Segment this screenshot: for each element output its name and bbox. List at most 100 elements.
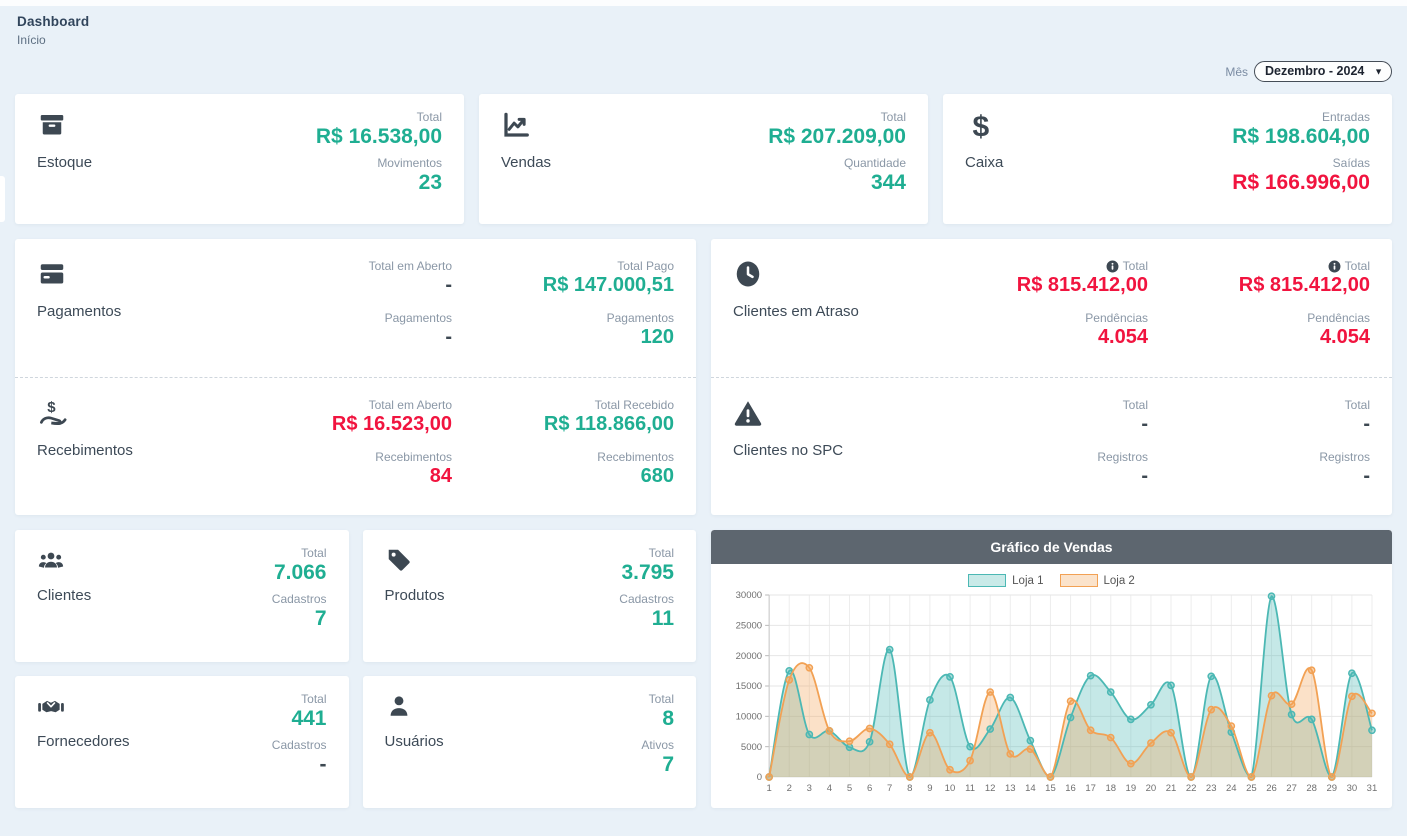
card-title: Recebimentos bbox=[37, 441, 133, 459]
card-estoque[interactable]: Estoque Total R$ 16.538,00 Movimentos 23 bbox=[15, 94, 464, 224]
section-clientes-spc: Clientes no SPC Total - Registros - Tota… bbox=[711, 376, 1392, 516]
stat-label: Total bbox=[301, 692, 327, 706]
stat-value: - bbox=[445, 326, 452, 348]
stat-value: R$ 16.523,00 bbox=[331, 412, 452, 435]
stat-value: - bbox=[1363, 464, 1370, 487]
stat-column: Total R$ 815.412,00 Pendências 4.054 bbox=[926, 259, 1148, 363]
svg-text:19: 19 bbox=[1126, 783, 1137, 794]
sales-chart-card: Gráfico de Vendas Loja 1 Loja 2 0 5000 100… bbox=[711, 530, 1392, 808]
stat: Saídas R$ 166.996,00 bbox=[1232, 156, 1370, 196]
section-pagamentos: Pagamentos Total em Aberto - Pagamentos … bbox=[15, 239, 696, 377]
card-usuarios[interactable]: Usuários Total 8 Ativos 7 bbox=[362, 676, 696, 808]
stat-value: 680 bbox=[640, 464, 674, 487]
card-title: Caixa bbox=[965, 154, 1004, 171]
stat-label: Total bbox=[648, 546, 674, 560]
svg-text:2: 2 bbox=[787, 783, 792, 794]
svg-text:3: 3 bbox=[807, 783, 812, 794]
card-fornecedores[interactable]: Fornecedores Total 441 Cadastros - bbox=[15, 676, 349, 808]
stat-value: R$ 118.866,00 bbox=[543, 412, 674, 435]
card-title: Usuários bbox=[384, 733, 444, 750]
stat-column: Total R$ 815.412,00 Pendências 4.054 bbox=[1148, 259, 1370, 363]
stat-value: 4.054 bbox=[1319, 326, 1370, 348]
legend-item-loja2[interactable]: Loja 2 bbox=[1059, 574, 1135, 587]
info-icon[interactable] bbox=[1328, 260, 1341, 273]
stat-label: Total bbox=[301, 546, 327, 560]
stat-label: Registros bbox=[1097, 449, 1148, 464]
stat-column: Total Pago R$ 147.000,51 Pagamentos 120 bbox=[452, 259, 674, 363]
stat-value: 23 bbox=[418, 171, 442, 195]
filter-row: Mês Dezembro - 2024 ▼ bbox=[15, 61, 1392, 82]
stat-label: Total bbox=[880, 110, 906, 124]
card-stats: Total R$ 207.209,00 Quantidade 344 bbox=[768, 110, 906, 208]
card-stats: Entradas R$ 198.604,00 Saídas R$ 166.996… bbox=[1232, 110, 1370, 208]
stat-value: 441 bbox=[291, 707, 327, 730]
stat-label: Ativos bbox=[641, 738, 674, 753]
legend-item-loja1[interactable]: Loja 1 bbox=[968, 574, 1044, 587]
stat: Entradas R$ 198.604,00 bbox=[1232, 110, 1370, 150]
users-icon bbox=[38, 552, 64, 568]
stat-value: - bbox=[445, 274, 452, 296]
card-identity: Clientes em Atraso bbox=[733, 259, 926, 320]
card-vendas[interactable]: Vendas Total R$ 207.209,00 Quantidade 34… bbox=[479, 94, 928, 224]
summary-row: Estoque Total R$ 16.538,00 Movimentos 23 bbox=[15, 94, 1392, 224]
stat-label: Registros bbox=[1319, 449, 1370, 464]
card-caixa[interactable]: $ Caixa Entradas R$ 198.604,00 Saídas R$… bbox=[943, 94, 1392, 224]
stat-column: Total Recebido R$ 118.866,00 Recebimento… bbox=[452, 398, 674, 502]
svg-text:13: 13 bbox=[1005, 783, 1016, 794]
sidebar-edge bbox=[0, 176, 5, 222]
card-title: Clientes em Atraso bbox=[733, 303, 859, 320]
month-select[interactable]: Dezembro - 2024 bbox=[1254, 61, 1392, 82]
svg-text:11: 11 bbox=[965, 783, 975, 794]
hand-dollar-icon: $ bbox=[40, 398, 67, 425]
chart-body: Loja 1 Loja 2 0 5000 10000 15000 20000 25000 3… bbox=[711, 564, 1392, 808]
svg-text:25: 25 bbox=[1246, 783, 1257, 794]
svg-text:17: 17 bbox=[1085, 783, 1096, 794]
stat-label: Pagamentos bbox=[606, 311, 674, 325]
svg-text:0: 0 bbox=[757, 772, 762, 783]
stat-label: Total em Aberto bbox=[368, 397, 452, 412]
svg-text:9: 9 bbox=[927, 783, 932, 794]
stat-value: 8 bbox=[662, 707, 674, 730]
svg-text:15000: 15000 bbox=[736, 681, 762, 692]
stat: Movimentos 23 bbox=[316, 156, 442, 196]
chart-title: Gráfico de Vendas bbox=[990, 539, 1113, 555]
stat-value: - bbox=[319, 753, 327, 777]
stat-value: R$ 147.000,51 bbox=[542, 274, 674, 296]
card-stats: Total 3.795 Cadastros 11 bbox=[619, 546, 674, 646]
card-produtos[interactable]: Produtos Total 3.795 Cadastros 11 bbox=[362, 530, 696, 662]
card-clientes-atraso-spc[interactable]: Clientes em Atraso Total R$ 815.412,00 P… bbox=[711, 239, 1392, 515]
warning-triangle-icon bbox=[734, 400, 762, 426]
stat-value: R$ 207.209,00 bbox=[768, 125, 906, 148]
svg-text:15: 15 bbox=[1045, 783, 1056, 794]
card-stats: Total 441 Cadastros - bbox=[272, 692, 327, 792]
svg-text:21: 21 bbox=[1166, 783, 1177, 794]
info-icon[interactable] bbox=[1106, 260, 1119, 273]
svg-text:$: $ bbox=[47, 398, 56, 415]
svg-text:18: 18 bbox=[1105, 783, 1116, 794]
stat-label: Total Pago bbox=[617, 259, 674, 273]
stat-value: 84 bbox=[429, 464, 452, 487]
svg-text:20000: 20000 bbox=[736, 651, 762, 662]
card-title: Clientes bbox=[37, 587, 92, 604]
card-pagamentos-recebimentos[interactable]: Pagamentos Total em Aberto - Pagamentos … bbox=[15, 239, 696, 515]
card-clientes[interactable]: Clientes Total 7.066 Cadastros 7 bbox=[15, 530, 349, 662]
card-title: Fornecedores bbox=[37, 733, 130, 750]
card-stats: Total 8 Ativos 7 bbox=[641, 692, 674, 792]
stat-label: Cadastros bbox=[271, 592, 327, 607]
top-strip bbox=[0, 0, 1407, 6]
stat-column: Total - Registros - bbox=[926, 398, 1148, 502]
card-identity: $ Recebimentos bbox=[37, 398, 230, 459]
tag-icon bbox=[388, 549, 410, 571]
stat-value: 344 bbox=[870, 171, 906, 195]
svg-text:23: 23 bbox=[1206, 783, 1217, 794]
stat-value: 11 bbox=[651, 607, 674, 631]
svg-text:29: 29 bbox=[1326, 783, 1337, 794]
dashboard-page: Dashboard Início Mês Dezembro - 2024 ▼ E… bbox=[15, 14, 1392, 808]
section-recebimentos: $ Recebimentos Total em Aberto R$ 16.523… bbox=[15, 376, 696, 516]
page-header: Dashboard Início bbox=[15, 14, 1392, 47]
credit-card-icon bbox=[40, 264, 64, 284]
stat: Total R$ 16.538,00 bbox=[316, 110, 442, 150]
legend-swatch-loja2 bbox=[1059, 574, 1098, 587]
stat: Quantidade 344 bbox=[768, 156, 906, 196]
